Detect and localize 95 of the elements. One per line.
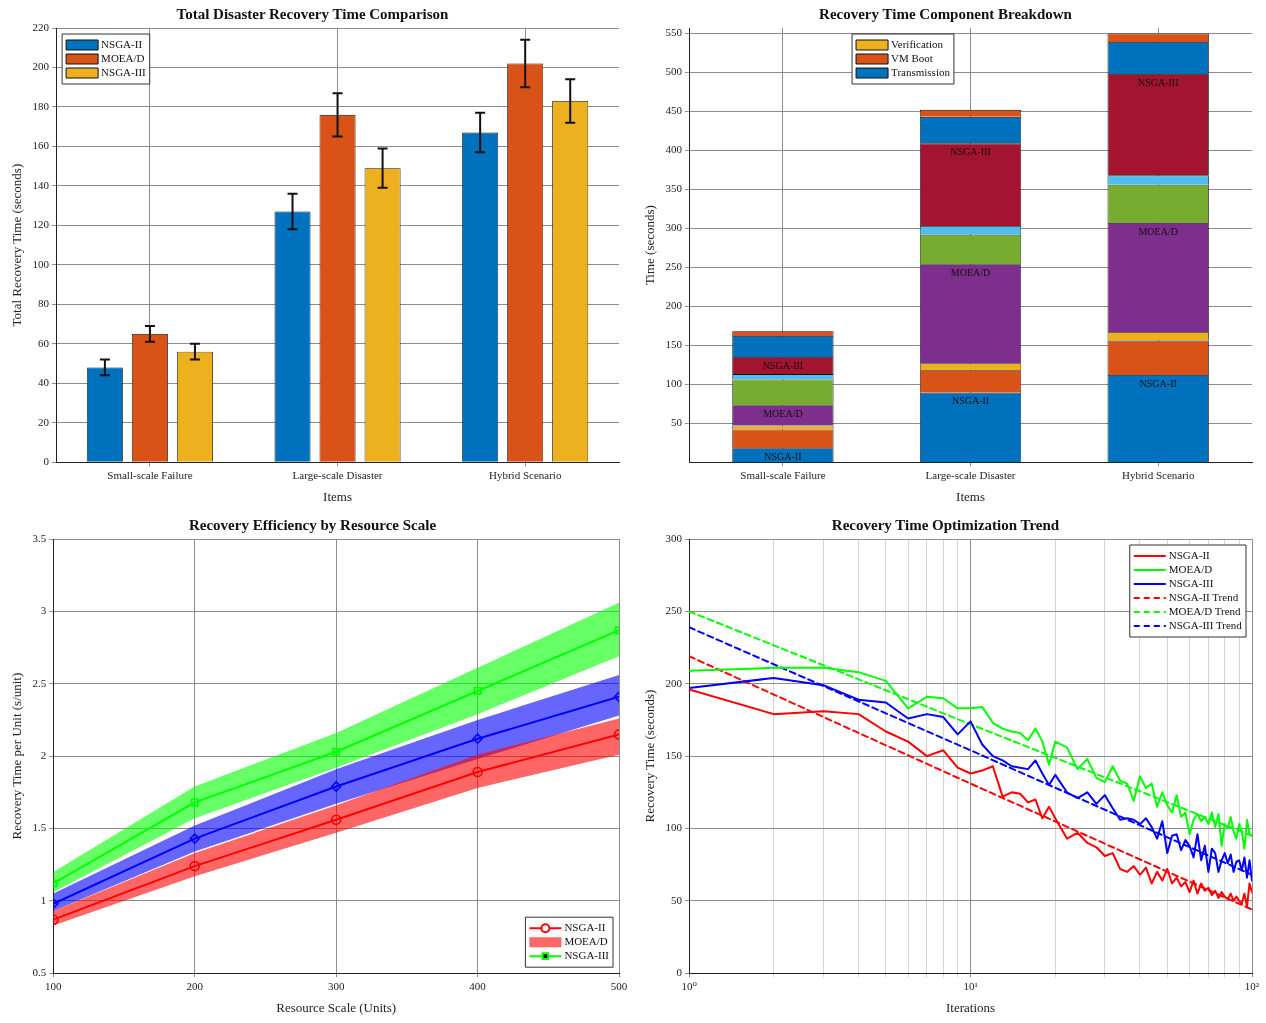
annotation: NSGA-III [762,359,804,371]
legend-label: NSGA-III Trend [1168,618,1243,631]
y-tick-label: 150 [665,338,683,351]
legend-label: Verification [891,37,944,50]
x-tick-label: 300 [327,979,345,992]
legend-label: NSGA-II [1168,548,1211,561]
annotation: MOEA/D [1138,225,1178,237]
y-tick-label: 150 [665,748,683,761]
y-tick-label: 300 [665,531,683,544]
y-tick-label: 3 [40,604,47,617]
annotation: NSGA-III [1137,76,1179,88]
y-tick-label: 160 [32,139,50,152]
y-tick-label: 450 [665,104,683,117]
y-tick-label: 40 [38,376,50,389]
y-tick-label: 100 [665,821,683,834]
legend-label: MOEA/D [101,51,145,64]
point [189,860,201,872]
chart-title: Total Disaster Recovery Time Comparison [176,5,450,22]
legend-label: MOEA/D [1168,562,1213,575]
y-tick-label: 140 [32,178,50,191]
y-tick-label: 500 [665,65,683,78]
legend-label: Transmission [891,65,951,78]
legend-label: NSGA-II [101,37,143,50]
x-tick-label: 400 [469,979,487,992]
y-tick-label: 1.5 [32,821,47,834]
x-tick-label: Hybrid Scenario [1121,468,1195,481]
y-tick-label: 0.5 [32,966,47,979]
point [472,766,483,778]
y-axis-title: Total Recovery Time (seconds) [9,163,25,327]
x-tick-label: Large-scale Disaster [292,468,383,481]
y-tick-label: 0 [676,966,683,979]
x-axis-title: Items [323,488,352,504]
y-tick-label: 180 [32,99,50,112]
x-axis-title: Items [956,488,985,504]
y-axis-title: Recovery Time (seconds) [642,689,658,823]
y-tick-label: 250 [665,260,683,273]
legend-label: MOEA/D [564,935,608,948]
x-tick-label: 10¹ [963,979,978,992]
x-tick-label: 10² [1244,979,1260,992]
y-axis-title: Recovery Time per Unit (s/unit) [9,672,25,840]
point [189,833,201,844]
y-tick-label: 550 [665,26,683,39]
point [190,798,199,807]
annotation: NSGA-II [764,450,802,462]
y-tick-label: 200 [32,60,50,73]
x-axis-title: Iterations [946,999,996,1015]
legend-label: NSGA-III [101,65,147,78]
annotation: NSGA-II [1139,377,1177,389]
y-tick-label: 50 [671,416,683,429]
legend-label: NSGA-III [564,949,610,962]
annotation: NSGA-II [951,395,990,407]
annotation: NSGA-III [950,146,991,157]
x-tick-label: 10⁰ [681,979,698,992]
y-tick-label: 220 [32,20,50,33]
chart-title: Recovery Time Component Breakdown [819,5,1073,22]
y-tick-label: 1 [40,893,47,906]
x-tick-label: Small-scale Failure [740,468,826,481]
y-tick-label: 50 [671,893,683,906]
y-axis-title: Time (seconds) [642,205,658,286]
chart-title: Recovery Efficiency by Resource Scale [188,516,437,533]
y-tick-label: 400 [665,143,683,156]
point [473,686,482,695]
y-tick-label: 300 [665,221,683,234]
y-tick-label: 350 [665,182,683,195]
x-axis-title: Resource Scale (Units) [276,999,397,1015]
y-tick-label: 250 [665,604,683,617]
point [330,781,342,792]
point [472,733,483,745]
legend-label: MOEA/D Trend [1168,604,1242,617]
y-tick-label: 2 [40,748,47,761]
y-tick-label: 200 [665,676,683,689]
y-tick-label: 80 [38,297,50,310]
y-tick-label: 3.5 [32,531,47,544]
x-tick-label: 200 [186,979,204,992]
legend-label: NSGA-III [1168,576,1214,589]
chart-title: Recovery Time Optimization Trend [831,516,1060,533]
y-tick-label: 20 [38,415,50,428]
annotation: MOEA/D [950,266,991,278]
annotation: MOEA/D [763,407,803,419]
legend-label: NSGA-II [564,921,606,934]
point [332,747,341,756]
point [330,814,342,826]
legend-label: NSGA-II Trend [1168,590,1239,603]
y-tick-label: 2.5 [32,676,47,689]
y-tick-label: 120 [32,218,50,231]
y-tick-label: 100 [32,257,50,270]
x-tick-label: Large-scale Disaster [925,468,1016,481]
x-tick-label: Small-scale Failure [107,468,193,481]
y-tick-label: 200 [665,299,683,312]
y-tick-label: 0 [43,455,50,468]
y-tick-label: 60 [38,336,50,349]
x-tick-label: 500 [610,979,628,992]
x-tick-label: Hybrid Scenario [488,468,562,481]
legend-label: VM Boot [891,51,933,64]
y-tick-label: 100 [665,377,683,390]
